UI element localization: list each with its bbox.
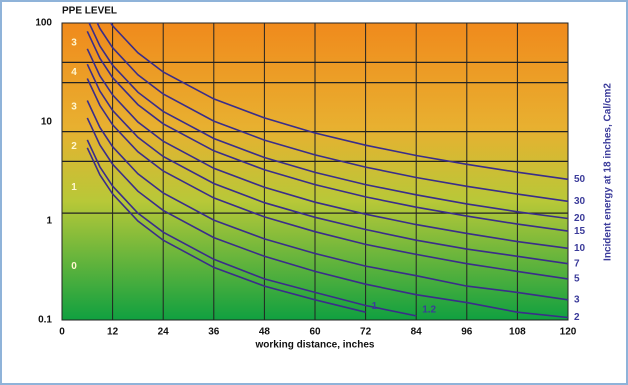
series-line (96, 23, 568, 203)
series-label: 7 (574, 258, 580, 269)
x-tick-label: 12 (107, 327, 119, 338)
series-label: 20 (574, 213, 586, 224)
ppe-level-label: 1 (71, 182, 77, 193)
series-line (109, 23, 568, 181)
series-label: 1.2 (422, 305, 436, 316)
series-line (86, 117, 568, 319)
ppe-level-label: 2 (71, 141, 77, 152)
series-label: 1 (372, 301, 378, 312)
series-label: 10 (574, 243, 586, 254)
series-line (86, 139, 417, 317)
x-tick-label: 108 (509, 327, 526, 338)
plot-border (61, 22, 569, 321)
series-label: 15 (574, 226, 586, 237)
y-tick-label: 0.1 (38, 315, 52, 326)
series-label: 30 (574, 196, 586, 207)
ppe-level-label: 4 (71, 67, 77, 78)
x-tick-label: 0 (59, 327, 65, 338)
series-group (86, 23, 568, 319)
y-tick-label: 100 (35, 18, 52, 29)
ppe-level-label: 3 (71, 102, 77, 113)
x-tick-label: 120 (560, 327, 577, 338)
series-label: 5 (574, 274, 580, 285)
x-tick-label: 72 (360, 327, 372, 338)
series-line (86, 48, 568, 250)
series-label: 3 (574, 294, 580, 305)
y2-axis-title: Incident energy at 18 inches, Cal/cm2 (603, 83, 614, 261)
y-tick-label: 1 (46, 216, 52, 227)
x-tick-label: 24 (158, 327, 170, 338)
series-line (86, 30, 568, 232)
x-tick-label: 84 (411, 327, 423, 338)
series-line (86, 147, 366, 313)
x-tick-label: 96 (461, 327, 473, 338)
series-label: 50 (574, 174, 586, 185)
ppe-level-label: 3 (71, 37, 77, 48)
series-line (86, 100, 568, 301)
chart-title: PPE LEVEL (62, 6, 117, 17)
series-line (88, 23, 568, 220)
x-tick-label: 60 (309, 327, 321, 338)
series-line (86, 78, 568, 280)
x-axis-title: working distance, inches (255, 340, 375, 351)
series-label: 2 (574, 312, 580, 323)
x-tick-label: 48 (259, 327, 271, 338)
ppe-level-label: 0 (71, 261, 77, 272)
y-tick-label: 10 (41, 117, 53, 128)
x-tick-label: 36 (208, 327, 220, 338)
series-line (86, 63, 568, 265)
